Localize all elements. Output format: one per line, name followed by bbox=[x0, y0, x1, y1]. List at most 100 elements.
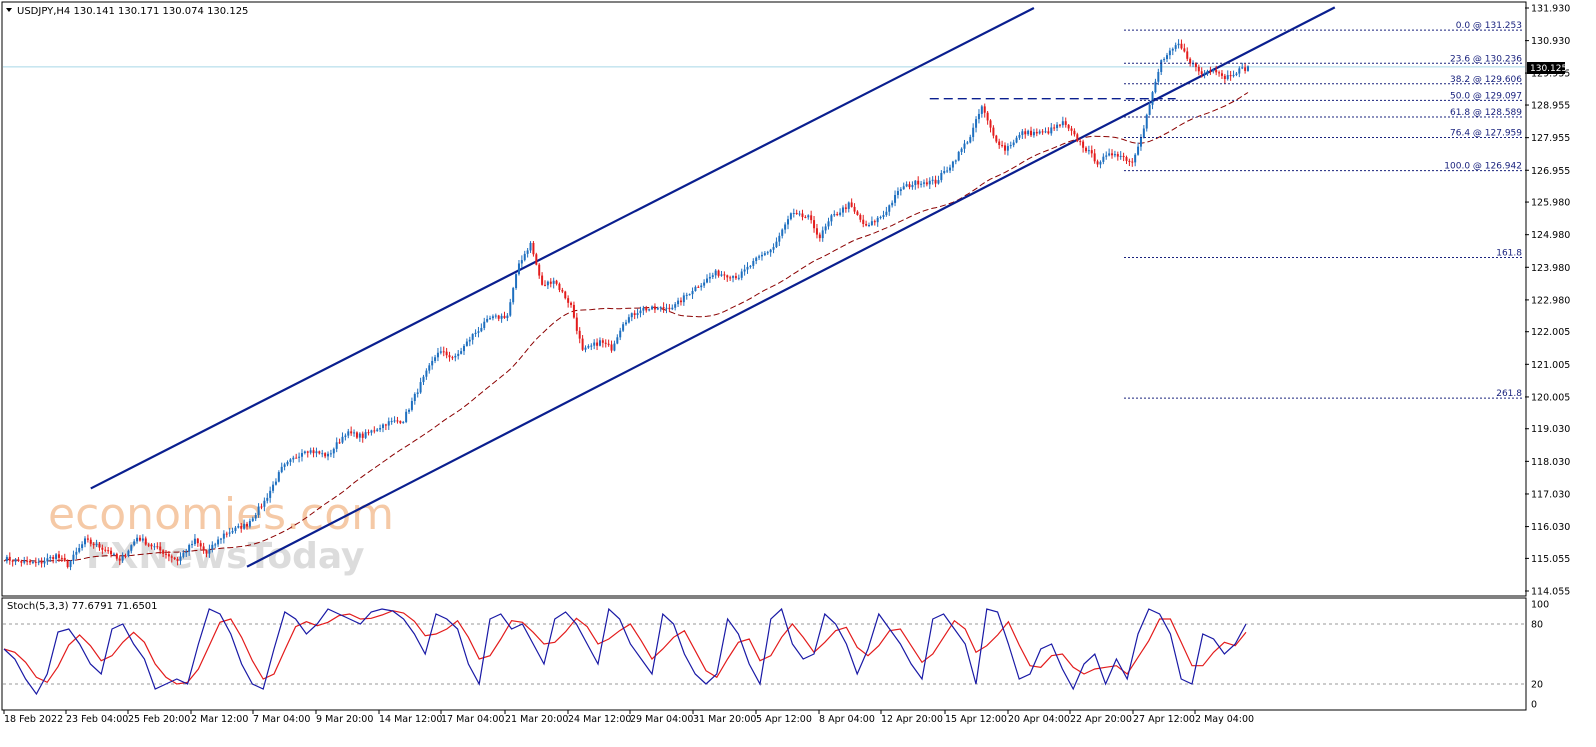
candle-body bbox=[859, 214, 862, 220]
candle-body bbox=[1024, 131, 1027, 135]
candle-body bbox=[1076, 134, 1079, 142]
candle-body bbox=[503, 315, 506, 319]
candle-body bbox=[648, 309, 651, 311]
candle bbox=[922, 179, 925, 188]
candle bbox=[1105, 151, 1108, 160]
candle bbox=[1148, 101, 1151, 116]
candle bbox=[353, 429, 356, 437]
candle bbox=[243, 519, 246, 530]
candle-body bbox=[1032, 131, 1035, 136]
candle bbox=[792, 208, 795, 218]
candle-body bbox=[789, 213, 792, 220]
candle-body bbox=[471, 333, 474, 340]
candle bbox=[567, 295, 570, 308]
candle-body bbox=[746, 266, 749, 270]
candle-body bbox=[274, 481, 277, 485]
candle-body bbox=[237, 526, 240, 528]
candle-body bbox=[645, 308, 648, 311]
candle bbox=[240, 522, 243, 533]
candle bbox=[1012, 139, 1015, 148]
candle bbox=[387, 417, 390, 430]
candle bbox=[211, 541, 214, 553]
candle bbox=[465, 338, 468, 347]
candle bbox=[381, 423, 384, 433]
candle bbox=[26, 556, 29, 566]
candle-body bbox=[596, 342, 599, 346]
candle-body bbox=[1186, 51, 1189, 59]
candle-body bbox=[1125, 157, 1128, 161]
candle bbox=[460, 347, 463, 355]
candle bbox=[882, 210, 885, 220]
watermark: economies.com FXNewsToday bbox=[48, 489, 394, 577]
candle-body bbox=[460, 351, 463, 354]
candle-body bbox=[387, 421, 390, 426]
candle bbox=[581, 335, 584, 352]
candle bbox=[512, 286, 515, 305]
candle bbox=[789, 212, 792, 221]
candle bbox=[1177, 39, 1180, 49]
candle bbox=[992, 125, 995, 139]
candle bbox=[1015, 135, 1018, 144]
candle bbox=[506, 313, 509, 322]
candle-body bbox=[659, 307, 662, 309]
candle-body bbox=[1027, 130, 1030, 135]
candle bbox=[1116, 151, 1119, 161]
candle-body bbox=[66, 561, 69, 568]
candle-body bbox=[902, 186, 905, 190]
candle-body bbox=[29, 561, 32, 563]
candle bbox=[202, 542, 205, 554]
candle-body bbox=[289, 459, 292, 462]
candle-body bbox=[622, 324, 625, 331]
candle-body bbox=[1096, 161, 1099, 165]
candle bbox=[665, 303, 668, 314]
candle-body bbox=[995, 135, 998, 142]
candle-body bbox=[344, 435, 347, 437]
candle-body bbox=[1200, 71, 1203, 74]
candle-body bbox=[138, 537, 141, 541]
candle bbox=[110, 547, 113, 558]
candle-body bbox=[804, 216, 807, 218]
candle-body bbox=[732, 276, 735, 278]
candle-body bbox=[1003, 145, 1006, 151]
candle bbox=[596, 338, 599, 351]
candle bbox=[1044, 127, 1047, 134]
candle-body bbox=[376, 429, 379, 431]
candle bbox=[312, 447, 315, 458]
candle-body bbox=[107, 550, 110, 552]
candle bbox=[468, 336, 471, 347]
candle bbox=[552, 277, 555, 289]
candle bbox=[277, 470, 280, 483]
collapse-triangle-icon[interactable] bbox=[6, 8, 12, 12]
candle-body bbox=[844, 207, 847, 209]
candle bbox=[309, 447, 312, 455]
candle bbox=[856, 210, 859, 216]
current-price-label: 130.125 bbox=[1530, 64, 1567, 74]
candle-body bbox=[480, 327, 483, 332]
candle bbox=[1006, 143, 1009, 156]
candle-body bbox=[1061, 121, 1064, 126]
candle bbox=[899, 187, 902, 196]
candle-body bbox=[960, 148, 963, 152]
candle-body bbox=[708, 276, 711, 279]
candle bbox=[1203, 70, 1206, 79]
candle-body bbox=[966, 142, 969, 144]
candle-body bbox=[465, 341, 468, 346]
candle bbox=[954, 159, 957, 165]
candle bbox=[1194, 62, 1197, 72]
candle bbox=[503, 311, 506, 319]
candle-body bbox=[581, 338, 584, 350]
candle-body bbox=[147, 544, 150, 546]
fib-level-label: 61.8 @ 128.589 bbox=[1450, 108, 1522, 118]
candle-body bbox=[277, 472, 280, 482]
candle bbox=[963, 139, 966, 153]
candle bbox=[14, 558, 17, 566]
candle-body bbox=[1099, 161, 1102, 165]
candle bbox=[737, 274, 740, 281]
candle-body bbox=[891, 202, 894, 206]
candle-body bbox=[419, 382, 422, 393]
time-tick-label: 2 May 04:00 bbox=[1195, 714, 1254, 725]
candle bbox=[564, 290, 567, 300]
candle-body bbox=[972, 127, 975, 138]
candle-body bbox=[500, 315, 503, 319]
candle-body bbox=[1157, 71, 1160, 82]
